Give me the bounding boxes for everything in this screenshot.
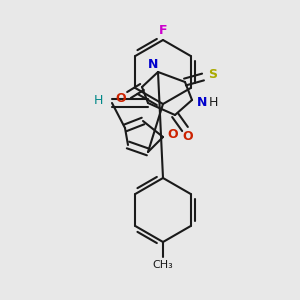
Text: H: H bbox=[93, 94, 103, 107]
Text: CH₃: CH₃ bbox=[153, 260, 173, 270]
Text: N: N bbox=[197, 95, 207, 109]
Text: F: F bbox=[159, 23, 167, 37]
Text: N: N bbox=[148, 58, 158, 70]
Text: O: O bbox=[168, 128, 178, 140]
Text: O: O bbox=[116, 92, 126, 106]
Text: S: S bbox=[208, 68, 217, 80]
Text: O: O bbox=[183, 130, 193, 143]
Text: H: H bbox=[208, 95, 218, 109]
